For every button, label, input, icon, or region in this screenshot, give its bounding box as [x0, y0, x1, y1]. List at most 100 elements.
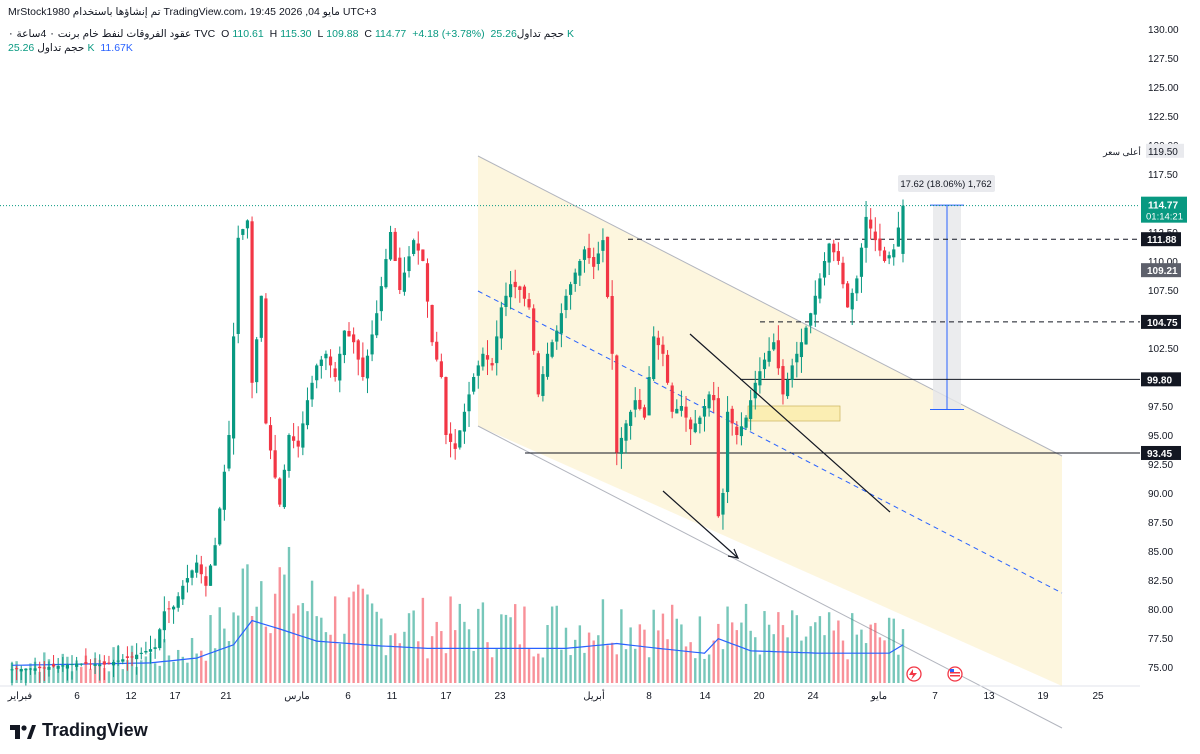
volume-bar	[426, 658, 429, 683]
volume-value: 25.26K	[490, 28, 575, 40]
candle-body	[846, 283, 850, 308]
volume-bar	[352, 591, 355, 683]
volume-bar	[864, 643, 868, 683]
candle-body	[569, 284, 573, 295]
level-price-label: 99.80	[1147, 375, 1172, 386]
volume-bar	[661, 613, 665, 683]
candle-body	[213, 545, 217, 566]
volume-bar	[472, 650, 475, 683]
candle-body	[111, 661, 116, 666]
volume-bar	[107, 671, 111, 683]
volume-bar	[250, 615, 254, 683]
price-axis-bg	[1140, 0, 1200, 690]
price-tick-label: 125.00	[1148, 83, 1179, 94]
time-tick-label: مارس	[284, 691, 309, 702]
candle-body	[679, 406, 684, 411]
volume-bar	[624, 649, 628, 683]
volume-bar	[56, 666, 60, 683]
candle-body	[51, 664, 56, 667]
volume-bar	[306, 611, 309, 683]
volume-bar	[758, 654, 762, 683]
candle-body	[772, 342, 776, 350]
level-price-label: 93.45	[1147, 449, 1172, 460]
volume-bar	[172, 661, 175, 683]
trendline-arrow	[689, 333, 891, 513]
candle-body	[199, 564, 203, 575]
candle-body	[855, 278, 859, 294]
volume-bar	[232, 612, 235, 683]
candle-body	[601, 240, 605, 251]
volume-bar	[403, 631, 406, 683]
volume-bar	[532, 656, 535, 683]
volume-bar	[781, 625, 785, 683]
candle-body	[402, 272, 407, 292]
candle-body	[185, 578, 190, 583]
volume-bar	[84, 655, 88, 683]
candle-body	[204, 576, 208, 586]
candle-body	[462, 411, 467, 432]
volume-moving-average	[11, 619, 904, 666]
candle-body	[241, 229, 245, 235]
candle-body	[176, 596, 180, 608]
volume-bar	[343, 633, 346, 683]
volume-bar	[444, 653, 448, 683]
volume-bar	[481, 602, 485, 683]
volume-bar	[338, 643, 341, 683]
volume-bar	[841, 640, 845, 683]
volume-bar	[730, 622, 734, 683]
candle-body	[356, 340, 360, 360]
time-tick-label: 12	[125, 691, 137, 702]
high-value-bg	[1146, 143, 1184, 158]
volume-bar	[901, 629, 905, 683]
candle-body	[610, 296, 614, 354]
event-icons[interactable]	[906, 666, 963, 682]
volume-label: حجم تداول	[516, 28, 565, 40]
volume-indicator-label: حجم تداول	[37, 42, 85, 54]
price-tick-label: 75.00	[1148, 663, 1173, 674]
candle-body	[799, 342, 804, 358]
candle-body	[448, 433, 453, 442]
candle-body	[675, 408, 679, 414]
volume-bar	[283, 574, 286, 683]
candle-body	[70, 664, 74, 666]
time-tick-label: 17	[440, 691, 452, 702]
volume-bar	[200, 650, 203, 683]
volume-bar	[347, 597, 351, 683]
time-tick-label: 24	[807, 691, 819, 702]
candle-body	[476, 365, 480, 376]
candle-body	[379, 286, 383, 312]
change-value: +4.18 (+3.78%)	[412, 28, 485, 40]
price-tick-label: 95.00	[1148, 431, 1173, 442]
volume-bar	[52, 663, 55, 683]
candle-body	[125, 656, 130, 658]
candle-body	[495, 336, 499, 364]
volume-bar	[601, 599, 605, 683]
volume-bar	[237, 615, 240, 683]
candle-body	[282, 469, 286, 508]
price-tick-label: 77.50	[1148, 634, 1173, 645]
candle-body	[47, 667, 51, 670]
price-tick-label: 82.50	[1148, 576, 1173, 587]
price-axis[interactable]: 130.00127.50125.00122.50120.00117.50115.…	[1140, 0, 1200, 690]
tradingview-logo[interactable]: TradingView	[10, 720, 148, 741]
candle-body	[472, 377, 476, 392]
candle-body	[310, 382, 314, 400]
volume-bar	[883, 640, 886, 683]
candle-body	[887, 255, 891, 259]
volume-bar	[610, 642, 614, 683]
volume-bar	[430, 636, 434, 683]
candle-body	[545, 353, 550, 377]
candle-body	[836, 251, 840, 261]
us-flag-stripe	[950, 672, 960, 674]
candle-body	[98, 664, 102, 667]
volume-bar	[855, 634, 859, 683]
level-price-label-bg	[1141, 372, 1181, 387]
volume-bar	[763, 611, 766, 683]
drawn-arrows	[662, 333, 891, 559]
price-tick-label: 85.00	[1148, 547, 1173, 558]
candle-body	[208, 565, 213, 586]
candle-body	[749, 400, 753, 420]
time-axis[interactable]: فبراير 6 12 17 21 مارس 6 11 17 23 أبريل 8 14 20 24 مايو…	[0, 685, 1140, 702]
candle-body	[822, 261, 827, 278]
